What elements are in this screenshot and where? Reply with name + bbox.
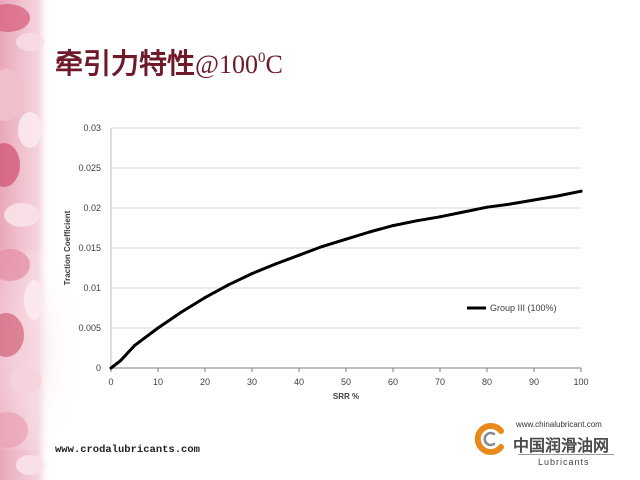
- data-point: [274, 262, 277, 266]
- y-tick-label: 0.02: [83, 203, 101, 213]
- floral-decoration: [0, 0, 120, 480]
- y-axis-label: Traction Coefficient: [63, 210, 72, 285]
- data-point: [118, 359, 122, 363]
- data-point: [438, 215, 442, 219]
- logo-name: 中国润滑油网: [513, 436, 610, 455]
- slide-title: 牵引力特性@1000C: [55, 46, 283, 87]
- chinalubricant-logo: www.chinalubricant.com 中国润滑油网 Lubricants: [470, 416, 630, 472]
- x-tick-label: 30: [247, 377, 257, 387]
- x-tick-label: 20: [200, 377, 210, 387]
- data-point: [109, 366, 113, 370]
- logo-divider: [518, 454, 614, 455]
- data-point: [180, 310, 183, 314]
- data-point: [391, 224, 395, 228]
- y-tick-label: 0: [96, 363, 101, 373]
- legend-label: Group III (100%): [490, 303, 557, 313]
- footer-url: www.crodalubricants.com: [55, 444, 200, 456]
- data-point: [415, 219, 418, 223]
- slide-title-text: 牵引力特性: [55, 47, 196, 80]
- data-point: [297, 253, 301, 257]
- data-point: [321, 244, 324, 248]
- data-point: [227, 283, 230, 287]
- data-point: [133, 344, 136, 348]
- series-line-group-iii: [109, 189, 583, 370]
- data-point: [368, 230, 371, 234]
- data-point: [556, 194, 559, 198]
- data-point: [532, 198, 536, 202]
- y-tick-label: 0.03: [83, 123, 101, 133]
- y-tick-label: 0.005: [78, 323, 101, 333]
- y-tick-label: 0.01: [83, 283, 101, 293]
- x-tick-label: 100: [573, 377, 588, 387]
- data-point: [485, 205, 489, 209]
- slide-title-degree: 0: [257, 50, 266, 66]
- data-point: [203, 296, 207, 300]
- x-tick-label: 70: [435, 377, 445, 387]
- x-tick-label: 80: [482, 377, 492, 387]
- logo-tagline: Lubricants: [538, 457, 590, 467]
- slide-title-temperature: @100: [195, 50, 258, 79]
- slide-title-unit: C: [265, 50, 283, 79]
- y-tick-label: 0.015: [78, 243, 101, 253]
- data-point: [579, 189, 583, 193]
- x-tick-label: 50: [341, 377, 351, 387]
- y-tick-label: 0.025: [78, 163, 101, 173]
- x-tick-label: 60: [388, 377, 398, 387]
- x-tick-label: 90: [529, 377, 539, 387]
- data-point: [156, 326, 160, 330]
- data-point: [344, 237, 348, 241]
- x-tick-label: 40: [294, 377, 304, 387]
- data-point: [509, 202, 512, 206]
- data-point: [250, 272, 254, 276]
- logo-url: www.chinalubricant.com: [516, 420, 602, 429]
- orange-ring-logo-icon: [474, 423, 504, 455]
- data-point: [462, 210, 465, 214]
- x-tick-label: 10: [153, 377, 163, 387]
- x-tick-label: 0: [108, 377, 113, 387]
- x-axis-label: SRR %: [333, 392, 359, 401]
